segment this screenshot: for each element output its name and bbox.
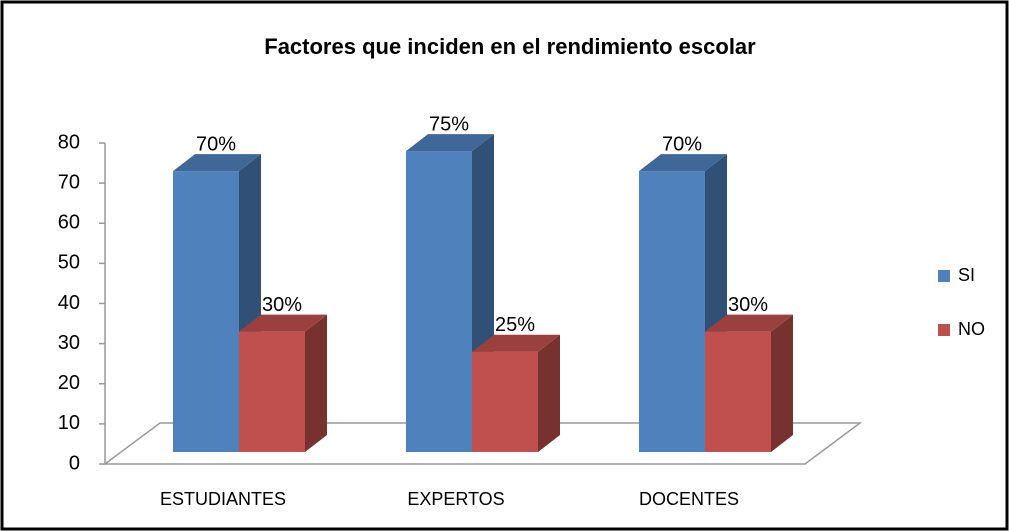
- bar-top: [705, 314, 793, 332]
- y-tick-label: 40: [58, 292, 80, 314]
- bar: [639, 171, 705, 452]
- bar: [239, 331, 305, 452]
- y-tick-label: 20: [58, 372, 80, 394]
- bar: [173, 171, 239, 452]
- bar-top: [239, 314, 327, 332]
- chart-title: Factores que inciden en el rendimiento e…: [264, 34, 756, 59]
- y-tick-label: 30: [58, 332, 80, 354]
- x-tick-label: EXPERTOS: [407, 489, 504, 509]
- y-tick-label: 70: [58, 171, 80, 193]
- value-label: 30%: [728, 294, 768, 316]
- bar: [472, 351, 538, 452]
- y-tick-label: 60: [58, 212, 80, 234]
- bar: [705, 331, 771, 452]
- legend-swatch: [938, 324, 950, 336]
- value-label: 30%: [262, 294, 302, 316]
- bar-side: [538, 334, 560, 452]
- bar-top: [472, 334, 560, 352]
- floor: [102, 422, 863, 465]
- legend-label: SI: [958, 265, 975, 285]
- bar-side: [305, 314, 327, 452]
- y-tick-label: 10: [58, 412, 80, 434]
- legend-swatch: [938, 270, 950, 282]
- bar-side: [771, 314, 793, 452]
- legend-label: NO: [958, 319, 985, 339]
- x-tick-label: DOCENTES: [639, 489, 739, 509]
- value-label: 75%: [429, 113, 469, 135]
- y-tick-label: 50: [58, 252, 80, 274]
- y-tick-label: 0: [69, 452, 80, 474]
- x-tick-label: ESTUDIANTES: [160, 489, 286, 509]
- bar-top: [173, 154, 261, 172]
- bar-top: [639, 154, 727, 172]
- bar-top: [406, 134, 494, 152]
- value-label: 25%: [495, 314, 535, 336]
- value-label: 70%: [662, 133, 702, 155]
- bar: [406, 151, 472, 452]
- y-tick-label: 80: [58, 131, 80, 153]
- value-label: 70%: [196, 133, 236, 155]
